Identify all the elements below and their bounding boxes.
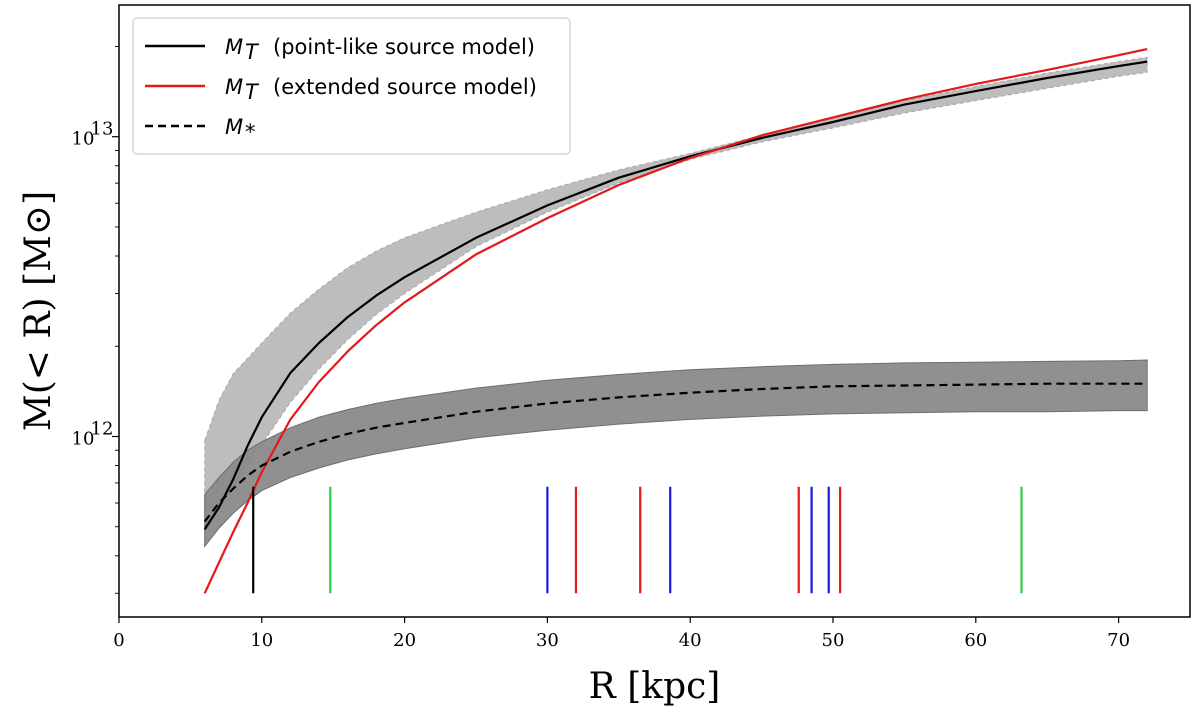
legend-item-mt-extended: M T (extended source model) bbox=[145, 75, 537, 104]
legend-subscript: T bbox=[245, 80, 260, 104]
legend-item-mstar: M * bbox=[145, 115, 256, 144]
x-tick-label: 60 bbox=[964, 630, 987, 651]
uncertainty-bands bbox=[204, 56, 1148, 548]
legend-item-mt-point-like: M T (point-like source model) bbox=[145, 35, 535, 64]
series-mstar bbox=[203, 382, 1148, 523]
x-tick-label: 40 bbox=[679, 630, 702, 651]
legend-subscript: T bbox=[245, 40, 260, 64]
legend-label: (extended source model) bbox=[273, 75, 537, 99]
band-mstar-uncertainty bbox=[204, 359, 1148, 548]
legend-symbol: M bbox=[225, 115, 243, 139]
y-axis-title: M(< R) [M⊙] bbox=[18, 191, 59, 431]
legend-symbol: M bbox=[225, 75, 243, 99]
x-tick-label: 0 bbox=[113, 630, 124, 651]
x-tick-label: 20 bbox=[393, 630, 416, 651]
legend-subscript: * bbox=[245, 120, 256, 144]
x-axis-title: R [kpc] bbox=[589, 666, 721, 707]
x-tick-label: 50 bbox=[822, 630, 845, 651]
y-tick-label: 10 bbox=[72, 129, 95, 150]
vertical-markers bbox=[252, 486, 1023, 594]
y-tick-exponent: 13 bbox=[91, 119, 114, 140]
legend-symbol: M bbox=[225, 35, 243, 59]
y-tick-label: 10 bbox=[72, 429, 95, 450]
legend: M T (point-like source model)M T (extended s… bbox=[132, 17, 571, 155]
x-tick-label: 70 bbox=[1107, 630, 1130, 651]
series-mt-point-like bbox=[203, 60, 1148, 530]
band-mt-uncertainty bbox=[204, 56, 1148, 532]
legend-box bbox=[132, 17, 571, 155]
y-tick-exponent: 12 bbox=[91, 419, 114, 440]
x-axis-ticks: 0 10 20 30 40 50 60 70 bbox=[113, 617, 1130, 651]
x-tick-label: 30 bbox=[536, 630, 559, 651]
plot-frame bbox=[118, 4, 1191, 618]
x-tick-label: 10 bbox=[250, 630, 273, 651]
legend-label: (point-like source model) bbox=[273, 35, 535, 59]
